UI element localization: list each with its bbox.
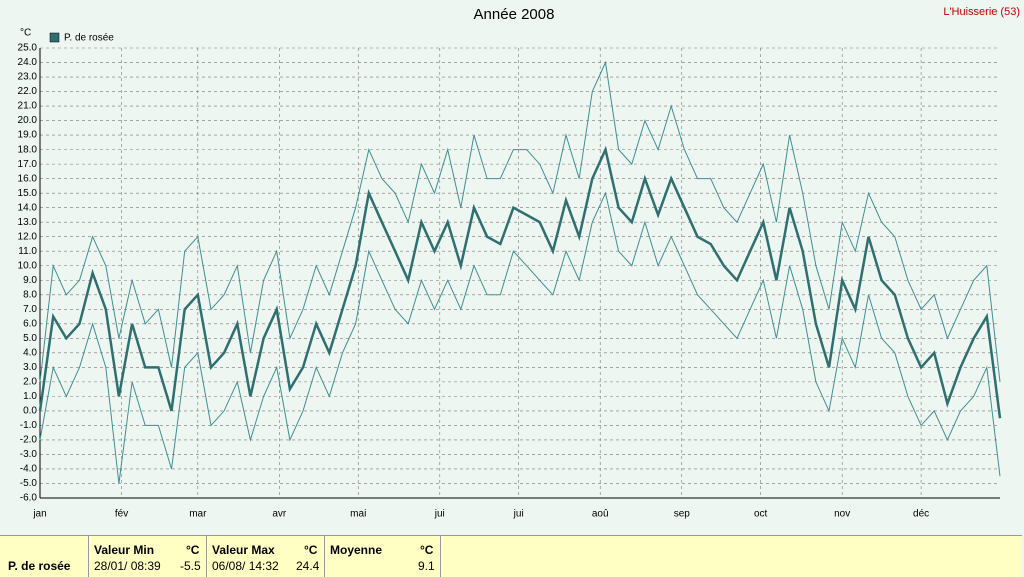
y-tick-label: 25.0 — [18, 43, 38, 54]
y-tick-label: -6.0 — [20, 493, 38, 504]
y-tick-label: 4.0 — [23, 347, 37, 358]
separator — [206, 536, 207, 577]
y-tick-label: 23.0 — [18, 72, 38, 83]
max-value: 24.4 — [296, 559, 320, 573]
separator — [88, 536, 89, 577]
y-tick-label: 15.0 — [18, 188, 38, 199]
legend-swatch — [49, 32, 60, 43]
y-tick-label: 11.0 — [18, 246, 37, 257]
min-value: -5.5 — [180, 559, 201, 573]
y-tick-label: -2.0 — [20, 435, 38, 446]
y-tick-label: -4.0 — [20, 464, 38, 475]
x-tick-label: fév — [115, 509, 128, 520]
x-tick-label: jan — [32, 509, 46, 520]
y-tick-label: 10.0 — [18, 260, 38, 271]
x-tick-label: aoû — [592, 509, 609, 520]
x-tick-label: sep — [674, 509, 691, 520]
mean-title: Moyenne — [330, 543, 383, 557]
x-tick-label: jui — [513, 509, 524, 520]
max-title: Valeur Max — [212, 543, 275, 557]
y-tick-label: 6.0 — [23, 318, 37, 329]
y-tick-label: 17.0 — [18, 159, 38, 170]
station: L'Huisserie (53) — [943, 6, 1020, 18]
y-tick-label: 1.0 — [23, 391, 37, 402]
plot-area — [40, 48, 1000, 498]
y-tick-label: -5.0 — [20, 478, 38, 489]
y-tick-label: 12.0 — [18, 231, 38, 242]
series-line — [39, 191, 1001, 484]
y-tick-label: 7.0 — [23, 304, 37, 315]
x-tick-label: mar — [189, 509, 207, 520]
min-date: 28/01/ 08:39 — [94, 559, 161, 573]
y-axis-label: °C — [20, 28, 31, 39]
max-date: 06/08/ 14:32 — [212, 559, 279, 573]
y-tick-label: -3.0 — [20, 449, 38, 460]
x-tick-label: oct — [754, 509, 768, 520]
min-unit: °C — [186, 543, 200, 557]
y-tick-label: -1.0 — [20, 420, 38, 431]
y-tick-label: 5.0 — [23, 333, 37, 344]
y-tick-label: 21.0 — [18, 101, 38, 112]
y-tick-label: 20.0 — [18, 115, 38, 126]
x-tick-label: mai — [350, 509, 366, 520]
series-line — [38, 145, 1002, 419]
y-tick-label: 18.0 — [18, 144, 38, 155]
separator — [324, 536, 325, 577]
x-tick-label: jui — [434, 509, 445, 520]
y-tick-label: 16.0 — [18, 173, 38, 184]
y-tick-label: 13.0 — [18, 217, 38, 228]
y-tick-label: 24.0 — [18, 57, 38, 68]
mean-unit: °C — [420, 543, 434, 557]
y-tick-label: 19.0 — [18, 130, 38, 141]
max-unit: °C — [304, 543, 318, 557]
y-tick-label: 2.0 — [23, 377, 37, 388]
y-tick-label: 3.0 — [23, 362, 37, 373]
y-tick-label: 0.0 — [23, 406, 37, 417]
mean-value: 9.1 — [418, 559, 435, 573]
y-tick-label: 9.0 — [23, 275, 37, 286]
legend-label: P. de rosée — [64, 33, 114, 44]
series-line — [39, 60, 1001, 382]
y-tick-label: 14.0 — [18, 202, 38, 213]
x-tick-label: avr — [272, 509, 287, 520]
y-tick-label: 8.0 — [23, 289, 37, 300]
summary-name: P. de rosée — [8, 559, 71, 573]
summary-panel: P. de rosée Valeur Min °C 28/01/ 08:39 -… — [0, 535, 1022, 577]
min-title: Valeur Min — [94, 543, 155, 557]
chart-title: Année 2008 — [474, 6, 555, 23]
chart: Année 2008 L'Huisserie (53) °C P. de ros… — [18, 6, 1020, 520]
y-tick-label: 22.0 — [18, 86, 38, 97]
separator — [440, 536, 441, 577]
x-tick-label: déc — [913, 509, 929, 520]
x-tick-label: nov — [834, 509, 850, 520]
